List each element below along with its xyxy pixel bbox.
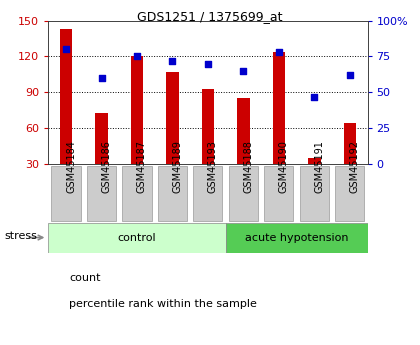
FancyBboxPatch shape	[335, 166, 364, 221]
Bar	[166, 72, 178, 200]
Bar	[308, 158, 320, 200]
Bar	[344, 123, 356, 200]
Text: GSM45191: GSM45191	[314, 140, 324, 193]
FancyBboxPatch shape	[300, 166, 329, 221]
Text: GSM45189: GSM45189	[173, 140, 182, 193]
FancyBboxPatch shape	[229, 166, 258, 221]
Bar	[273, 52, 285, 200]
Bar	[131, 57, 143, 200]
Bar	[237, 98, 249, 200]
Text: GSM45187: GSM45187	[137, 140, 147, 194]
Text: count: count	[69, 273, 101, 283]
Point	[346, 72, 353, 78]
FancyBboxPatch shape	[264, 166, 294, 221]
FancyBboxPatch shape	[52, 166, 81, 221]
Bar	[95, 112, 108, 200]
Text: control: control	[118, 233, 156, 243]
FancyBboxPatch shape	[122, 166, 152, 221]
Text: GSM45184: GSM45184	[66, 140, 76, 193]
Bar	[202, 89, 214, 200]
Text: stress: stress	[4, 231, 37, 241]
Text: GSM45188: GSM45188	[243, 140, 253, 193]
Point	[240, 68, 247, 73]
Text: GSM45190: GSM45190	[279, 140, 289, 193]
FancyBboxPatch shape	[87, 166, 116, 221]
Text: percentile rank within the sample: percentile rank within the sample	[69, 299, 257, 308]
Bar	[226, 223, 368, 253]
Bar	[48, 223, 226, 253]
Point	[98, 75, 105, 81]
Text: GSM45186: GSM45186	[102, 140, 111, 193]
FancyBboxPatch shape	[158, 166, 187, 221]
Point	[169, 58, 176, 63]
Text: GSM45192: GSM45192	[350, 140, 360, 194]
Point	[63, 47, 69, 52]
Point	[134, 54, 140, 59]
Text: GSM45193: GSM45193	[208, 140, 218, 193]
Text: GDS1251 / 1375699_at: GDS1251 / 1375699_at	[137, 10, 283, 23]
Point	[276, 49, 282, 55]
Point	[311, 94, 318, 99]
Point	[205, 61, 211, 67]
Text: acute hypotension: acute hypotension	[245, 233, 348, 243]
Bar	[60, 29, 72, 200]
FancyBboxPatch shape	[193, 166, 223, 221]
